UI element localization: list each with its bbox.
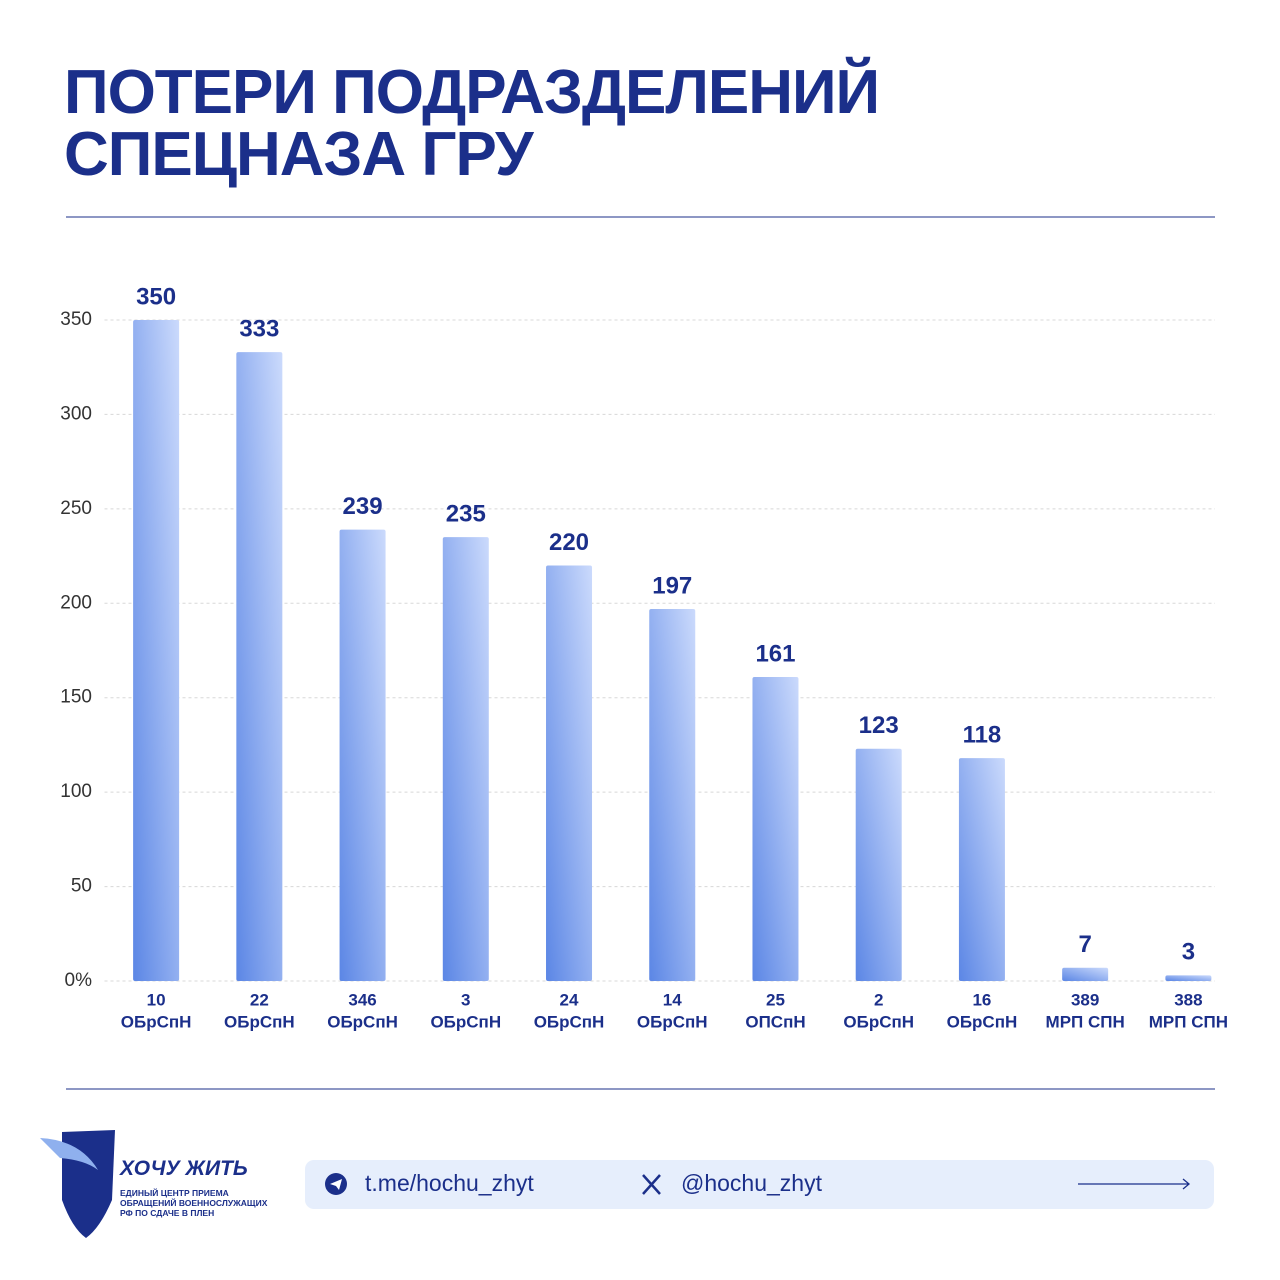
bar: [442, 537, 489, 981]
value-label: 123: [859, 712, 899, 739]
x-link[interactable]: @hochu_zhyt: [681, 1170, 822, 1196]
x-tick-label: МРП СПН: [1149, 1012, 1228, 1031]
telegram-icon-plane: [330, 1179, 342, 1190]
telegram-link[interactable]: t.me/hochu_zhyt: [365, 1170, 534, 1196]
bar: [1165, 975, 1212, 981]
y-tick-label: 0%: [65, 970, 93, 991]
x-tick-label: ОБрСпН: [121, 1012, 192, 1031]
x-icon: [642, 1174, 661, 1195]
value-label: 239: [343, 493, 383, 520]
x-tick-label: 14: [663, 990, 682, 1009]
brand: ХОЧУ ЖИТЬ: [120, 1157, 248, 1180]
value-label: 118: [963, 721, 1002, 748]
value-label: 333: [239, 315, 279, 342]
chart-title: ПОТЕРИ ПОДРАЗДЕЛЕНИЙ СПЕЦНАЗА ГРУ: [64, 58, 880, 189]
y-tick-label: 50: [71, 876, 92, 897]
x-tick-label: ОБрСпН: [843, 1012, 914, 1031]
y-tick-label: 350: [60, 309, 92, 330]
x-tick-label: ОБрСпН: [637, 1012, 708, 1031]
x-tick-label: 2: [874, 990, 883, 1009]
x-tick-label: 10: [147, 990, 166, 1009]
value-label: 220: [549, 529, 589, 556]
value-label: 161: [755, 640, 795, 667]
x-tick-label: 346: [348, 990, 376, 1009]
x-tick-label: 25: [766, 990, 785, 1009]
footer-bar: [305, 1160, 1214, 1209]
x-tick-label: 388: [1174, 990, 1202, 1009]
bar: [236, 352, 283, 981]
x-tick-label: 16: [972, 990, 991, 1009]
bar: [339, 529, 386, 981]
y-tick-label: 150: [60, 687, 92, 708]
value-label: 197: [652, 572, 692, 599]
x-tick-label: ОПСпН: [745, 1012, 805, 1031]
value-label: 350: [136, 283, 176, 310]
bar: [752, 676, 799, 981]
x-tick-label: 3: [461, 990, 470, 1009]
y-tick-label: 200: [60, 592, 92, 613]
bar: [855, 748, 902, 981]
bar: [958, 758, 1005, 981]
value-label: 3: [1182, 939, 1195, 966]
bar: [1062, 967, 1109, 981]
x-tick-label: МРП СПН: [1046, 1012, 1125, 1031]
bar: [649, 608, 696, 981]
y-tick-label: 100: [60, 781, 92, 802]
arrow: [1078, 1178, 1191, 1190]
value-label: 235: [446, 501, 486, 528]
x-tick-label: ОБрСпН: [947, 1012, 1018, 1031]
y-tick-label: 300: [60, 403, 92, 424]
x-tick-label: ОБрСпН: [430, 1012, 501, 1031]
logo-wing: [40, 1138, 98, 1170]
tagline: ЕДИНЫЙ ЦЕНТР ПРИЕМА ОБРАЩЕНИЙ ВОЕННОСЛУЖ…: [120, 1188, 268, 1218]
x-tick-label: 22: [250, 990, 269, 1009]
y-tick-label: 250: [60, 498, 92, 519]
bar: [133, 320, 180, 981]
x-tick-label: 24: [560, 990, 579, 1009]
value-label: 7: [1078, 931, 1091, 958]
x-tick-label: 389: [1071, 990, 1099, 1009]
x-tick-label: ОБрСпН: [534, 1012, 605, 1031]
x-tick-label: ОБрСпН: [327, 1012, 398, 1031]
x-tick-label: ОБрСпН: [224, 1012, 295, 1031]
bar: [546, 565, 593, 981]
